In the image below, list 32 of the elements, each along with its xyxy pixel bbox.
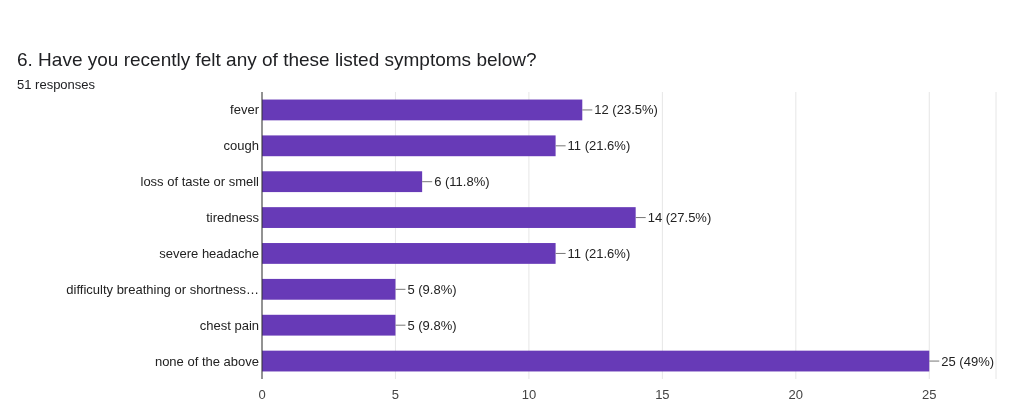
data-label: 12 (23.5%) [594, 102, 658, 118]
data-label: 11 (21.6%) [567, 245, 631, 261]
data-label: 6 (11.8%) [434, 174, 490, 190]
bar [262, 207, 636, 228]
y-tick-label: severe headache [159, 245, 259, 261]
data-label: 25 (49%) [941, 353, 995, 369]
y-tick-label: tiredness [206, 210, 260, 226]
data-label: 5 (9.8%) [407, 317, 457, 333]
data-label: 11 (21.6%) [567, 138, 631, 154]
y-tick-label: cough [223, 138, 259, 154]
y-tick-label: loss of taste or smell [140, 174, 260, 190]
y-tick-label: chest pain [199, 317, 259, 333]
chart-title: 6. Have you recently felt any of these listed symptoms below? [17, 49, 537, 70]
bar [262, 350, 930, 372]
y-tick-label: none of the above [154, 353, 259, 369]
text: 51 responses [17, 77, 96, 92]
bar [262, 171, 423, 193]
bar [262, 243, 556, 264]
bar [262, 278, 396, 300]
x-tick-label: 25 [922, 387, 937, 402]
x-tick-label: 10 [521, 387, 537, 402]
data-label: 5 (9.8%) [407, 281, 457, 297]
data-label: 14 (27.5%) [647, 210, 712, 226]
bar [262, 314, 396, 336]
x-tick-label: 20 [788, 387, 804, 402]
y-tick-label: difficulty breathing or shortness… [66, 281, 259, 297]
bar [262, 135, 556, 157]
x-tick-label: 15 [655, 387, 670, 402]
x-tick-label: 0 [258, 387, 266, 402]
bar [262, 99, 583, 121]
x-tick-label: 5 [391, 387, 400, 402]
y-tick-label: fever [230, 102, 260, 118]
